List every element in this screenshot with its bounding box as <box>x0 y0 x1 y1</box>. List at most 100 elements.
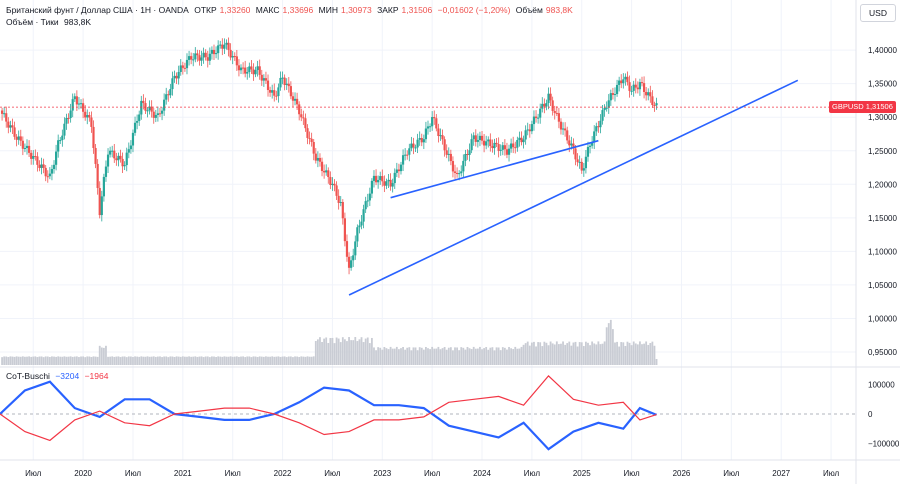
candle-body <box>171 78 174 90</box>
price-tick-label: 1,20000 <box>868 180 897 189</box>
volume-legend-label[interactable]: Объём · Тики <box>6 17 59 27</box>
volume-bar <box>568 341 571 365</box>
candle-body <box>632 84 635 91</box>
cot-legend-label[interactable]: CoT-Buschi <box>6 371 50 381</box>
volume-bar <box>616 341 618 365</box>
volume-bar <box>17 356 20 365</box>
candle-body <box>298 104 301 115</box>
candle-body <box>111 150 114 152</box>
candle-body <box>611 93 615 95</box>
candle-body <box>395 169 398 173</box>
volume-bar <box>591 341 594 365</box>
volume-bar <box>302 356 305 365</box>
candle-body <box>424 128 428 140</box>
candle-body <box>343 218 346 242</box>
time-axis[interactable]: Июл 2020 Июл 2021 Июл 2022 Июл 2023 Июл 2024 Июл 20… <box>25 469 839 478</box>
candle-body <box>146 110 149 112</box>
candle-body <box>389 179 392 187</box>
candle-body <box>306 128 309 138</box>
candle-body <box>597 126 600 128</box>
candle-body <box>90 117 93 127</box>
volume-bar <box>368 343 371 365</box>
volume-bar <box>9 356 12 365</box>
symbol-title[interactable]: Британский фунт / Доллар США · 1Н · OAND… <box>6 5 189 15</box>
candle-body <box>275 95 278 97</box>
volume-bar <box>175 356 178 365</box>
volume-bar <box>371 337 373 365</box>
candle-body <box>599 120 602 128</box>
volume-bar <box>636 344 639 365</box>
volume-bar <box>244 357 247 365</box>
candle-body <box>173 75 176 79</box>
volume-bar <box>28 356 30 365</box>
candle-body <box>225 42 228 45</box>
candle-body <box>439 135 442 137</box>
currency-button[interactable]: USD <box>860 4 896 22</box>
candle-body <box>50 169 54 174</box>
volume-bar <box>319 337 321 365</box>
candle-body <box>501 145 504 150</box>
candle-body <box>360 221 363 226</box>
volume-bar <box>51 356 53 365</box>
volume-bar <box>360 337 363 365</box>
volume-bar <box>3 356 6 365</box>
volume-bar <box>11 356 14 365</box>
volume-bar <box>30 356 33 365</box>
candle-body <box>655 103 658 106</box>
price-axis[interactable]: 1,40000 1,35000 1,30000 1,25000 1,20000 1,150… <box>868 46 897 357</box>
volume-bar <box>585 341 587 365</box>
volume-bar <box>204 356 207 365</box>
volume-bar <box>308 356 311 365</box>
candle-body <box>154 114 157 118</box>
candle-body <box>385 181 388 186</box>
candle-body <box>92 126 95 148</box>
candle-body <box>75 96 78 105</box>
volume-bar <box>283 356 286 365</box>
candle-body <box>350 260 353 268</box>
volume-bar <box>159 356 161 365</box>
candle-body <box>32 156 35 159</box>
volume-bar <box>454 347 456 365</box>
volume-bar <box>464 349 467 365</box>
candle-body <box>185 59 189 69</box>
candle-body <box>636 87 639 90</box>
candles[interactable] <box>0 37 658 275</box>
time-tick-label: 2021 <box>174 469 192 478</box>
candle-body <box>48 173 51 177</box>
candle-body <box>497 144 500 151</box>
candle-body <box>323 171 326 173</box>
candle-body <box>537 117 540 119</box>
candle-body <box>551 100 554 111</box>
candle-body <box>466 154 469 156</box>
volume-bar <box>493 350 496 365</box>
volume-bar <box>5 356 8 365</box>
candle-body <box>534 116 538 119</box>
volume-bar <box>208 357 211 365</box>
candle-body <box>94 147 97 164</box>
candle-body <box>266 80 270 90</box>
candle-body <box>451 161 455 172</box>
volume-bar <box>250 357 253 365</box>
candle-body <box>100 196 103 216</box>
volume-bar <box>510 348 513 365</box>
volume-bar <box>587 342 589 365</box>
candle-body <box>568 140 571 146</box>
candle-body <box>65 117 68 124</box>
volume-bar <box>223 356 226 365</box>
volume-bar <box>211 356 213 365</box>
trendlines[interactable] <box>348 79 799 296</box>
volume-bar <box>641 344 643 365</box>
volume-bar <box>435 348 438 365</box>
candle-body <box>17 136 20 140</box>
candle-body <box>366 200 369 202</box>
volume-bar <box>279 356 282 365</box>
volume-bar <box>21 356 24 365</box>
volume-bar <box>88 356 91 365</box>
volume-bar <box>460 347 463 365</box>
volume-bar <box>113 356 116 365</box>
volume-bar <box>537 342 540 365</box>
volume-bar <box>61 356 64 365</box>
price-tag-value: 1,31506 <box>865 102 893 112</box>
volume-bar <box>393 348 396 365</box>
